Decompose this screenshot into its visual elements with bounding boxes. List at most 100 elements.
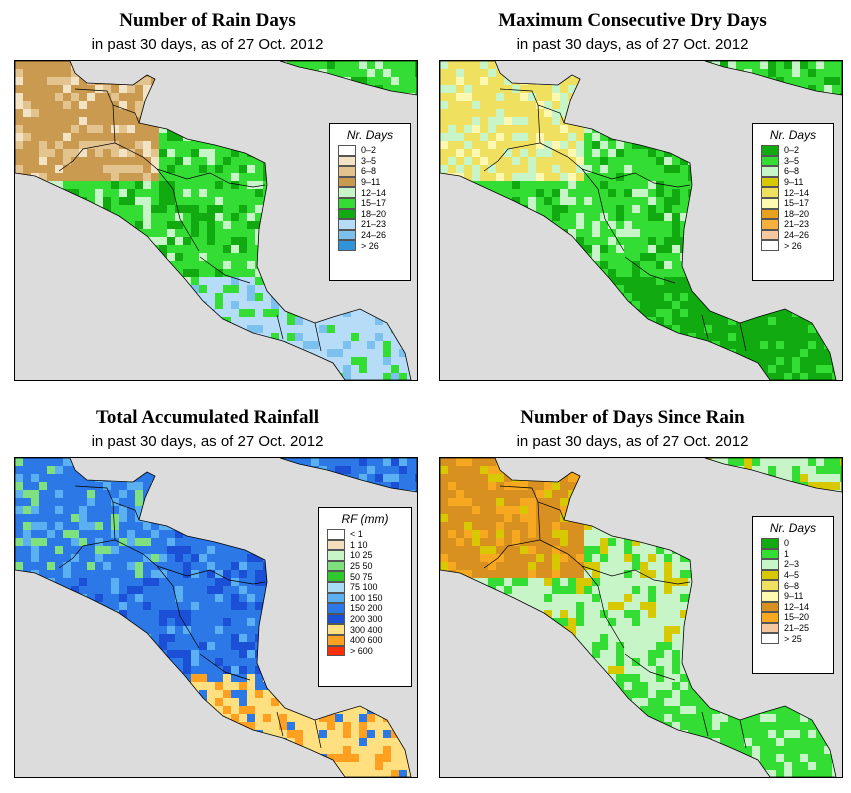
legend-label: 0–2: [361, 145, 377, 156]
country-border: [701, 711, 709, 737]
map-dry-days: [439, 60, 843, 381]
legend-label: 9–11: [784, 177, 804, 188]
legend-item: 21–23: [761, 219, 809, 230]
legend-swatch: [327, 634, 345, 646]
country-border: [624, 653, 676, 681]
country-border: [701, 314, 709, 340]
legend-swatch: [761, 229, 779, 241]
legend-item: 9–11: [338, 176, 386, 188]
legend-title: Nr. Days: [769, 128, 817, 142]
country-border: [276, 314, 284, 340]
legend-label: 15–17: [361, 198, 387, 209]
legend-item: 9–11: [761, 590, 809, 602]
legend-label: > 600: [350, 645, 373, 656]
legend-item: 0: [761, 538, 809, 549]
legend-swatch: [338, 240, 356, 251]
legend-label: 12–14: [784, 187, 810, 198]
legend-swatch: [761, 612, 779, 623]
legend-item: 25 50: [327, 560, 383, 572]
legend-label: 25 50: [350, 561, 373, 572]
legend-swatch: [327, 539, 345, 551]
legend-swatch: [338, 187, 356, 198]
panel-rainfall: Total Accumulated Rainfall in past 30 da…: [0, 397, 418, 793]
legend-item: 3–5: [761, 155, 809, 167]
legend-swatch: [761, 559, 779, 570]
panel-title: Number of Rain Days: [119, 10, 296, 31]
country-border: [172, 188, 200, 252]
legend-swatch: [338, 176, 356, 188]
panel-title: Number of Days Since Rain: [520, 407, 745, 428]
legend-label: 18–20: [784, 208, 810, 219]
legend-label: 3–5: [361, 155, 377, 166]
legend-item: 400 600: [327, 634, 383, 646]
coastline: [279, 61, 417, 96]
legend-swatch: [338, 208, 356, 220]
legend-label: 3–5: [784, 155, 800, 166]
legend-label: 24–26: [784, 230, 810, 241]
country-border: [58, 501, 116, 569]
legend-swatch: [327, 560, 345, 572]
legend-swatch: [761, 145, 779, 156]
legend-swatch: [761, 166, 779, 177]
legend-swatch: [761, 240, 779, 251]
legend-item: 6–8: [338, 166, 386, 177]
country-border: [172, 585, 200, 649]
legend-swatch: [761, 155, 779, 167]
legend-swatch: [338, 229, 356, 241]
legend-item: 1: [761, 548, 809, 560]
legend-item: 21–25: [761, 622, 810, 634]
legend-label: 9–11: [784, 591, 804, 602]
coastline: [15, 458, 412, 777]
legend-item: 0–2: [761, 145, 809, 156]
country-border: [276, 711, 284, 737]
legend-item: < 1: [327, 529, 383, 540]
legend-item: 200 300: [327, 613, 383, 625]
panel-subtitle: in past 30 days, as of 27 Oct. 2012: [91, 433, 324, 450]
legend-swatch: [327, 645, 345, 657]
country-border: [199, 256, 251, 284]
country-border: [483, 501, 541, 569]
legend-item: 3–5: [338, 155, 386, 167]
coastline: [704, 61, 842, 96]
legend-label: 18–20: [361, 208, 387, 219]
legend-swatch: [338, 197, 356, 209]
legend-label: 200 300: [350, 614, 383, 625]
legend-label: 15–20: [784, 612, 810, 623]
country-border: [581, 168, 691, 188]
legend-label: 150 200: [350, 603, 383, 614]
country-border: [539, 539, 599, 587]
legend-item: 15–17: [761, 197, 809, 209]
legend-item: 15–17: [338, 197, 387, 209]
country-border: [314, 322, 322, 352]
legend-item: > 26: [338, 240, 386, 251]
country-border: [739, 719, 747, 749]
legend-label: 21–25: [784, 623, 810, 634]
legend-label: 12–14: [784, 601, 810, 612]
legend-swatch: [327, 624, 345, 635]
country-border: [314, 719, 322, 749]
legend-swatch: [761, 176, 779, 188]
legend-item: 0–2: [338, 145, 386, 156]
legend-label: 12–14: [361, 187, 387, 198]
legend-swatch: [761, 187, 779, 198]
legend-item: 12–14: [761, 187, 809, 198]
coastline: [704, 458, 842, 493]
legend-item: 24–26: [761, 229, 810, 241]
coastline: [440, 458, 837, 777]
legend-item: > 25: [761, 633, 809, 644]
legend-label: 6–8: [784, 166, 800, 177]
country-border: [539, 142, 599, 190]
legend-item: 12–14: [761, 601, 810, 613]
coastline: [440, 61, 837, 380]
legend-swatch: [327, 529, 345, 540]
legend-swatch: [761, 219, 779, 230]
map-canvas: [15, 458, 417, 777]
legend-label: > 26: [361, 240, 379, 251]
legend-label: 0: [784, 538, 790, 549]
panel-rain-days: Number of Rain Days in past 30 days, as …: [0, 0, 418, 396]
legend-label: 9–11: [361, 177, 381, 188]
legend-item: 6–8: [761, 580, 809, 591]
legend-item: > 26: [761, 240, 809, 251]
panel-title: Total Accumulated Rainfall: [95, 407, 320, 428]
legend-label: 21–23: [361, 219, 387, 230]
